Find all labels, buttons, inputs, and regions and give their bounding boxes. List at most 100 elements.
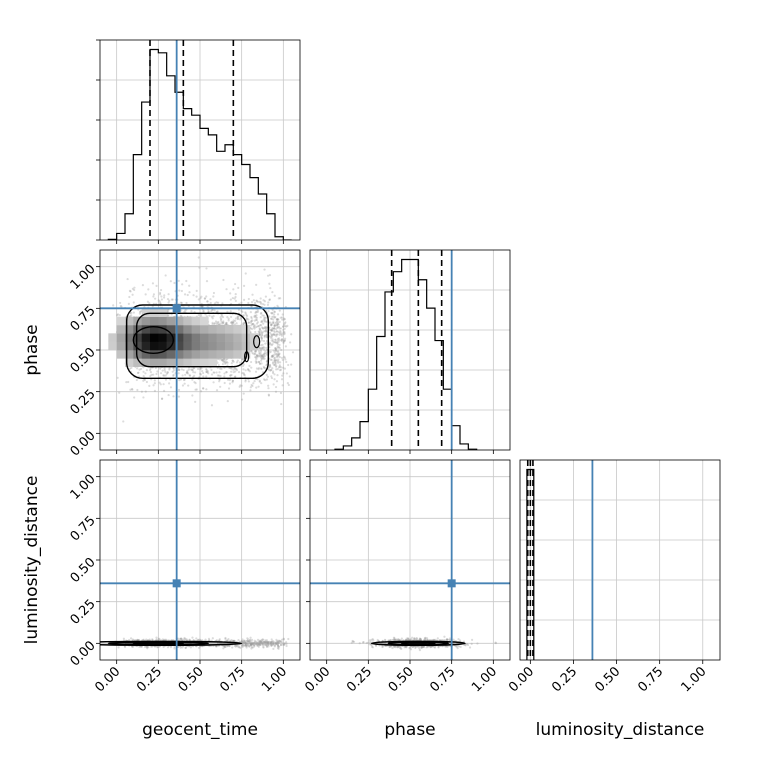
- scatter-point: [279, 327, 283, 330]
- scatter-point: [220, 367, 223, 371]
- scatter-point: [226, 639, 229, 642]
- scatter-point: [233, 297, 236, 300]
- scatter-point: [244, 645, 248, 648]
- scatter-point: [249, 639, 252, 642]
- scatter-point: [275, 335, 278, 338]
- scatter-point: [270, 339, 273, 342]
- contour-line: [132, 641, 185, 645]
- scatter-point: [208, 314, 211, 317]
- scatter-point: [270, 329, 274, 332]
- scatter-point: [151, 638, 154, 642]
- scatter-point: [279, 331, 282, 334]
- scatter-point: [287, 637, 290, 641]
- scatter-point: [258, 328, 262, 331]
- scatter-point: [476, 642, 479, 645]
- scatter-point: [250, 324, 253, 327]
- scatter-point: [231, 359, 234, 362]
- scatter-point: [229, 374, 232, 377]
- density-cell: [225, 341, 234, 351]
- scatter-point: [278, 365, 281, 368]
- scatter-point: [167, 293, 170, 296]
- scatter-point: [271, 355, 274, 358]
- scatter-point: [184, 638, 187, 641]
- scatter-point: [282, 372, 285, 375]
- density-cell: [183, 350, 192, 359]
- scatter-point: [251, 322, 254, 326]
- scatter-point: [254, 640, 258, 643]
- scatter-point: [415, 637, 418, 640]
- scatter-point: [250, 305, 253, 308]
- scatter-point: [193, 366, 196, 370]
- scatter-point: [411, 636, 414, 639]
- scatter-point: [275, 354, 278, 357]
- scatter-point: [185, 371, 188, 374]
- scatter-point: [158, 300, 161, 303]
- density-cell: [108, 341, 117, 351]
- scatter-point: [271, 327, 274, 330]
- scatter-point: [193, 374, 196, 377]
- scatter-point: [173, 647, 176, 650]
- scatter-point: [263, 354, 267, 358]
- scatter-point: [223, 381, 226, 385]
- scatter-point: [262, 640, 265, 644]
- scatter-point: [352, 640, 355, 643]
- scatter-point: [255, 358, 258, 361]
- scatter-point: [145, 369, 149, 372]
- scatter-point: [219, 374, 222, 378]
- scatter-point: [275, 341, 278, 344]
- scatter-point: [396, 646, 399, 649]
- x-tick-label: 1.00: [679, 664, 710, 695]
- density-cell: [150, 350, 159, 359]
- scatter-point: [160, 397, 164, 400]
- scatter-point: [277, 352, 280, 355]
- scatter-point: [277, 647, 280, 650]
- scatter-point: [181, 384, 185, 387]
- scatter-point: [262, 346, 265, 349]
- scatter-point: [250, 300, 254, 304]
- scatter-point: [445, 638, 449, 641]
- scatter-point: [130, 387, 134, 391]
- scatter-point: [184, 309, 187, 312]
- scatter-point: [185, 279, 188, 283]
- y-tick-label: 0.75: [68, 513, 99, 544]
- scatter-point: [396, 645, 399, 648]
- scatter-point: [276, 346, 280, 349]
- scatter-point: [255, 322, 259, 325]
- scatter-point: [263, 316, 266, 320]
- scatter-point: [202, 310, 205, 313]
- scatter-point: [253, 314, 256, 317]
- histogram-panel-geocent_time: [100, 40, 300, 240]
- scatter-point: [253, 645, 256, 648]
- scatter-point: [265, 378, 269, 381]
- scatter-point: [283, 327, 286, 330]
- scatter-point: [388, 645, 391, 649]
- scatter-point: [273, 310, 276, 314]
- scatter-point: [222, 360, 225, 363]
- scatter-point: [277, 645, 280, 648]
- scatter-point: [279, 643, 283, 646]
- scatter-point: [352, 640, 356, 643]
- scatter-point: [278, 333, 281, 336]
- scatter-point: [252, 643, 255, 646]
- density-cell: [191, 333, 201, 342]
- scatter-point: [283, 330, 286, 334]
- scatter-point: [365, 641, 368, 645]
- scatter-point: [279, 297, 282, 300]
- scatter-point: [248, 370, 251, 373]
- density-cell: [208, 358, 217, 367]
- scatter-point: [280, 378, 284, 381]
- scatter-point: [183, 310, 186, 313]
- scatter-point: [168, 368, 171, 371]
- scatter-point: [267, 393, 270, 396]
- scatter-point: [271, 640, 274, 643]
- scatter-point: [169, 386, 173, 389]
- scatter-point: [116, 313, 120, 316]
- scatter-point: [392, 638, 395, 641]
- scatter-point: [276, 345, 279, 348]
- scatter-point: [248, 644, 251, 648]
- scatter-point: [255, 641, 259, 644]
- scatter-point: [411, 645, 415, 648]
- scatter-point: [197, 313, 200, 317]
- scatter-point: [242, 358, 245, 361]
- scatter-point: [263, 318, 266, 321]
